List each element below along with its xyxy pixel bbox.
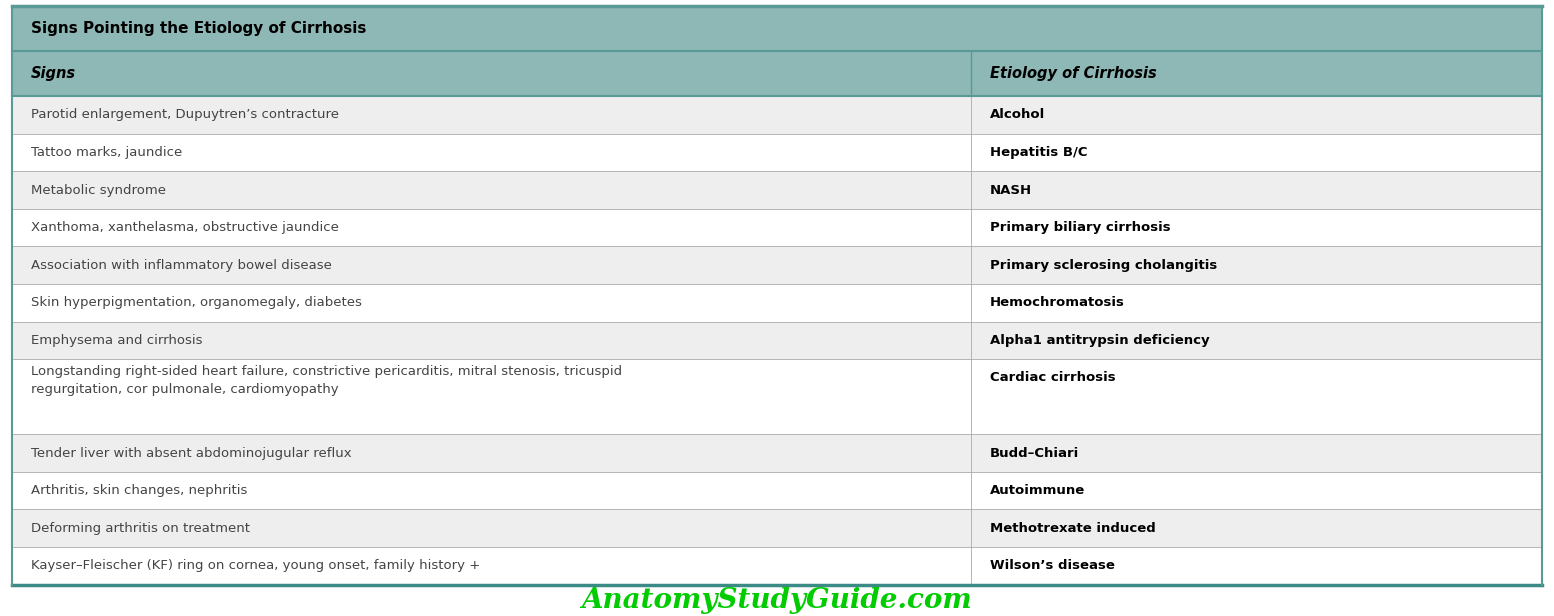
Text: Primary sclerosing cholangitis: Primary sclerosing cholangitis [990,259,1217,272]
Text: Hemochromatosis: Hemochromatosis [990,296,1125,309]
Text: Arthritis, skin changes, nephritis: Arthritis, skin changes, nephritis [31,484,247,497]
Text: AnatomyStudyGuide.com: AnatomyStudyGuide.com [581,587,973,614]
Bar [12,547,1542,585]
Bar [12,134,1542,171]
Text: Skin hyperpigmentation, organomegaly, diabetes: Skin hyperpigmentation, organomegaly, di… [31,296,362,309]
Bar [12,51,1542,96]
Text: Deforming arthritis on treatment: Deforming arthritis on treatment [31,522,250,535]
Text: Alcohol: Alcohol [990,108,1046,121]
Text: Parotid enlargement, Dupuytren’s contracture: Parotid enlargement, Dupuytren’s contrac… [31,108,339,121]
Text: Association with inflammatory bowel disease: Association with inflammatory bowel dise… [31,259,333,272]
Text: Signs Pointing the Etiology of Cirrhosis: Signs Pointing the Etiology of Cirrhosis [31,21,367,36]
Bar [12,6,1542,51]
Bar [12,359,1542,434]
Text: Wilson’s disease: Wilson’s disease [990,559,1114,572]
Text: Autoimmune: Autoimmune [990,484,1085,497]
Text: Alpha1 antitrypsin deficiency: Alpha1 antitrypsin deficiency [990,334,1209,347]
Text: Etiology of Cirrhosis: Etiology of Cirrhosis [990,66,1156,81]
Text: Metabolic syndrome: Metabolic syndrome [31,184,166,197]
Text: Hepatitis B/C: Hepatitis B/C [990,146,1088,159]
Bar [12,284,1542,322]
Bar [12,209,1542,246]
Text: Primary biliary cirrhosis: Primary biliary cirrhosis [990,221,1170,234]
Text: Emphysema and cirrhosis: Emphysema and cirrhosis [31,334,202,347]
Bar [12,246,1542,284]
Text: Tender liver with absent abdominojugular reflux: Tender liver with absent abdominojugular… [31,447,351,460]
Text: Xanthoma, xanthelasma, obstructive jaundice: Xanthoma, xanthelasma, obstructive jaund… [31,221,339,234]
Text: Cardiac cirrhosis: Cardiac cirrhosis [990,371,1116,384]
Text: Longstanding right-sided heart failure, constrictive pericarditis, mitral stenos: Longstanding right-sided heart failure, … [31,365,622,395]
Text: Tattoo marks, jaundice: Tattoo marks, jaundice [31,146,182,159]
Text: Methotrexate induced: Methotrexate induced [990,522,1156,535]
Bar [12,434,1542,472]
Bar [12,171,1542,209]
Text: Kayser–Fleischer (KF) ring on cornea, young onset, family history +: Kayser–Fleischer (KF) ring on cornea, yo… [31,559,480,572]
Text: Signs: Signs [31,66,76,81]
Text: NASH: NASH [990,184,1032,197]
Text: Budd–Chiari: Budd–Chiari [990,447,1078,460]
Bar [12,322,1542,359]
Bar [12,509,1542,547]
Bar [12,96,1542,134]
Bar [12,472,1542,509]
